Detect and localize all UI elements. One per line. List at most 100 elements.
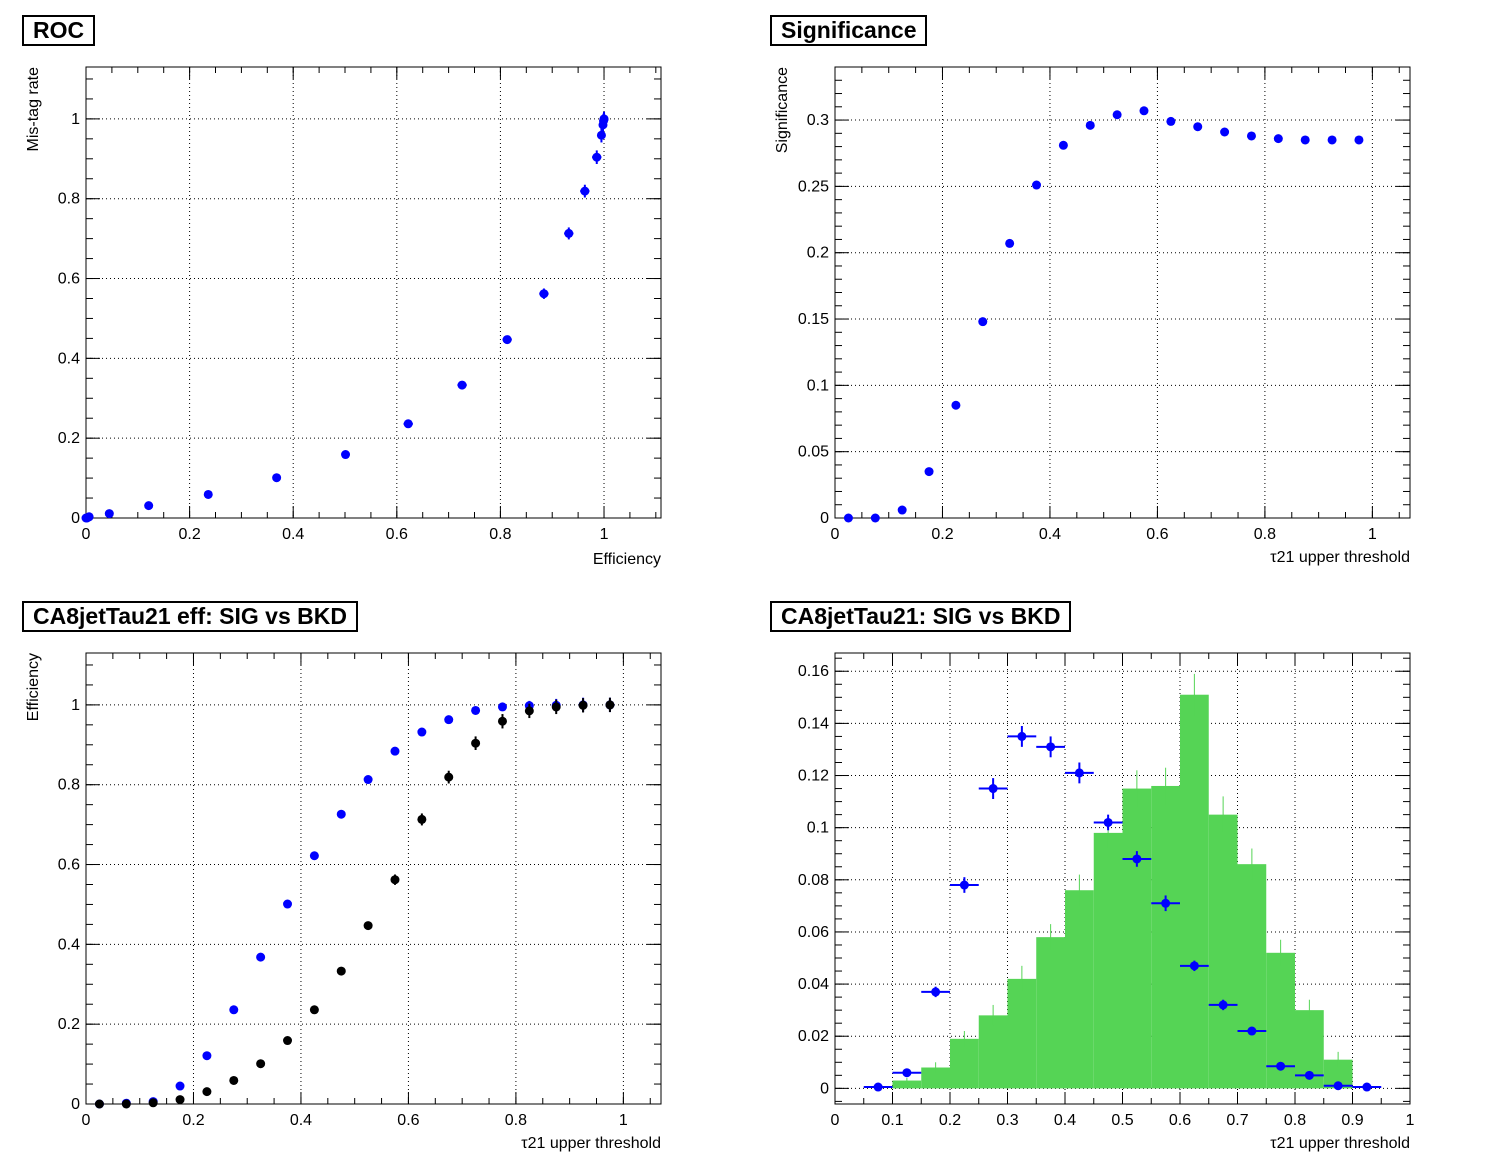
y-tick-label: 0 — [820, 1080, 829, 1097]
data-point — [599, 111, 609, 127]
data-marker — [592, 152, 602, 162]
x-tick-label: 0.7 — [1226, 1112, 1248, 1129]
histogram-bar — [1237, 864, 1267, 1089]
significance-plot: 0 0.2 0.4 0.6 0.8 1 0 0.05 0.1 0.15 0.2 0.25 0.3 τ21 … — [774, 66, 1411, 566]
data-point — [1300, 135, 1310, 145]
data-point — [94, 1099, 104, 1109]
data-point — [1246, 131, 1256, 141]
x-tick-label: 1 — [600, 526, 609, 543]
data-point — [1273, 134, 1283, 144]
x-tick-label: 0.2 — [182, 1112, 204, 1129]
data-marker — [1058, 140, 1068, 150]
data-point — [596, 128, 606, 143]
x-tick-label: 0.2 — [178, 526, 200, 543]
data-point — [1193, 122, 1203, 132]
data-marker — [336, 809, 346, 819]
x-tick-label: 0.8 — [505, 1112, 527, 1129]
data-point — [978, 317, 988, 327]
data-point — [363, 775, 373, 785]
data-marker — [1193, 122, 1203, 132]
y-tick-label: 0.1 — [807, 377, 829, 394]
data-marker — [283, 899, 293, 909]
x-tick-label: 0.2 — [939, 1112, 961, 1129]
y-tick-label: 0.2 — [58, 430, 80, 447]
y-tick-label: 0.4 — [58, 936, 80, 953]
y-tick-label: 0.1 — [807, 820, 829, 837]
data-point — [283, 899, 293, 909]
histogram-bar — [1122, 788, 1152, 1089]
data-point — [1166, 116, 1176, 126]
y-tick-label: 0.6 — [58, 857, 80, 874]
x-tick-label: 1 — [1406, 1112, 1415, 1129]
data-marker — [605, 700, 615, 710]
y-tick-label: 0.15 — [798, 311, 829, 328]
data-marker — [471, 705, 481, 715]
data-point — [551, 699, 561, 715]
data-marker — [931, 987, 941, 997]
data-marker — [256, 952, 266, 962]
data-point — [148, 1098, 158, 1108]
data-marker — [229, 1005, 239, 1015]
data-point — [539, 288, 549, 299]
data-point — [444, 770, 454, 784]
roc-plot: 0 0.2 0.4 0.6 0.8 1 0 0.2 0.4 0.6 0.8 1 Efficiency Mi… — [25, 66, 662, 568]
signal-data-point — [1093, 814, 1123, 831]
histogram-bar — [1151, 785, 1180, 1089]
data-marker — [580, 186, 590, 196]
signal-data-point — [1266, 1061, 1295, 1071]
data-point — [256, 1059, 266, 1069]
x-tick-label: 0.4 — [282, 526, 304, 543]
data-point — [229, 1005, 239, 1015]
y-axis-label: Efficiency — [25, 653, 42, 721]
data-marker — [1220, 127, 1230, 137]
data-marker — [84, 512, 94, 522]
data-marker — [1362, 1082, 1372, 1092]
histogram-bar — [1065, 890, 1094, 1089]
data-marker — [283, 1036, 293, 1046]
x-tick-label: 0.6 — [386, 526, 408, 543]
data-marker — [978, 317, 988, 327]
data-marker — [1112, 110, 1122, 120]
y-tick-label: 0.6 — [58, 271, 80, 288]
data-point — [1005, 238, 1015, 248]
x-tick-label: 0.8 — [489, 526, 511, 543]
data-marker — [363, 921, 373, 931]
data-marker — [1218, 1000, 1228, 1010]
data-point — [175, 1095, 185, 1105]
y-tick-label: 0.06 — [798, 924, 829, 941]
data-point — [336, 966, 346, 976]
y-tick-label: 1 — [71, 697, 80, 714]
data-marker — [596, 130, 606, 140]
data-point — [471, 736, 481, 750]
x-tick-label: 0.6 — [397, 1112, 419, 1129]
x-tick-label: 0 — [82, 1112, 91, 1129]
significance-panel-title: Significance — [770, 15, 928, 46]
data-point — [471, 705, 481, 715]
data-point — [1112, 110, 1122, 120]
efficiency-frame — [85, 652, 662, 1105]
data-marker — [444, 772, 454, 782]
data-marker — [417, 814, 427, 824]
x-axis-label: Efficiency — [593, 551, 661, 568]
data-marker — [1005, 238, 1015, 248]
y-axis-label: Mis-tag rate — [25, 67, 42, 152]
data-marker — [870, 513, 880, 523]
data-marker — [951, 400, 961, 410]
data-marker — [471, 738, 481, 748]
distribution-panel-title: CA8jetTau21: SIG vs BKD — [770, 601, 1072, 632]
data-marker — [1327, 135, 1337, 145]
data-marker — [959, 880, 969, 890]
data-point — [924, 467, 934, 477]
histogram-bar — [950, 1038, 979, 1089]
x-tick-label: 0.8 — [1254, 526, 1276, 543]
data-point — [580, 184, 590, 198]
data-marker — [1139, 106, 1149, 116]
x-tick-label: 0.6 — [1169, 1112, 1191, 1129]
data-marker — [551, 702, 561, 712]
x-tick-label: 0.8 — [1284, 1112, 1306, 1129]
data-marker — [202, 1051, 212, 1061]
data-marker — [148, 1098, 158, 1108]
distribution-plot: 0 0.1 0.2 0.3 0.4 0.5 0.6 0.7 0.8 0.9 1 0 0.02 0.04 0.… — [798, 652, 1415, 1152]
data-point — [444, 715, 454, 725]
